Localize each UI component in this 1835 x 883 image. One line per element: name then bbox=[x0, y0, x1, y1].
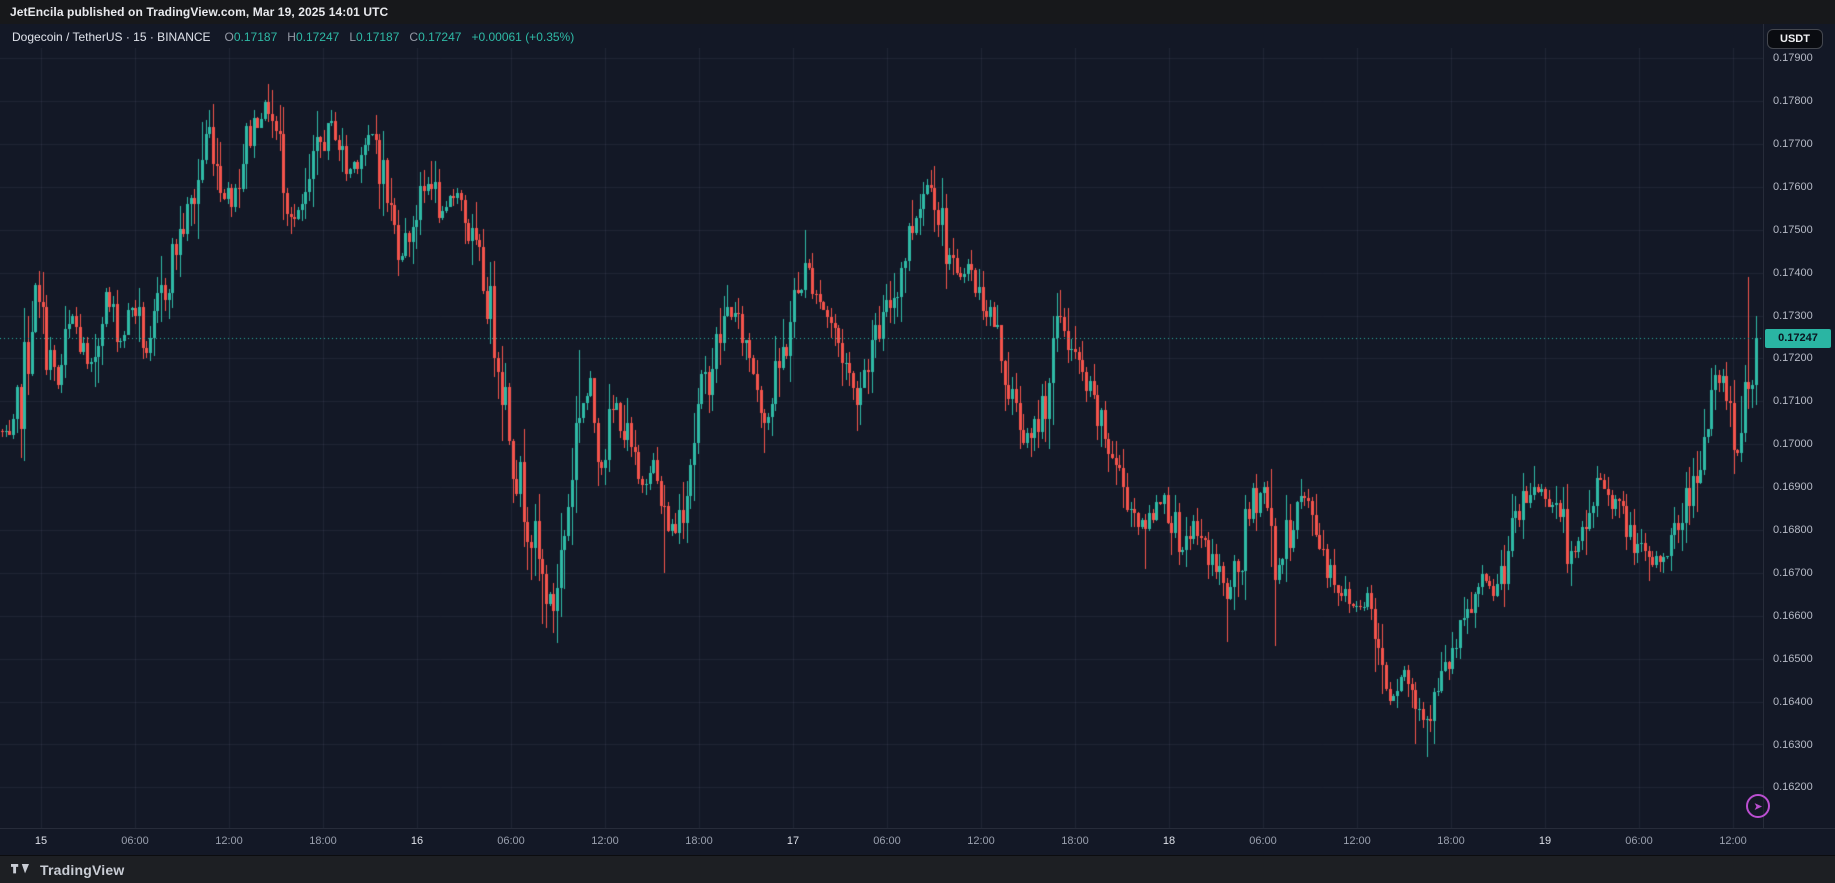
price-axis-label: 0.17900 bbox=[1773, 52, 1813, 65]
ohlc-values: O0.17187 H0.17247 L0.17187 C0.17247 bbox=[225, 30, 462, 44]
last-price-badge: 0.17247 bbox=[1765, 328, 1831, 348]
price-axis[interactable]: 0.17247 0.17900 0.17800 0.17700 0.17600 0.17… bbox=[1763, 24, 1835, 828]
price-axis-label: 0.17200 bbox=[1773, 352, 1813, 365]
time-axis-label: 12:00 bbox=[215, 835, 243, 847]
price-axis-label: 0.17700 bbox=[1773, 137, 1813, 150]
time-axis-label: 18 bbox=[1162, 835, 1176, 847]
price-axis-label: 0.16200 bbox=[1773, 781, 1813, 794]
go-to-realtime-icon[interactable]: ➤ bbox=[1746, 794, 1770, 818]
time-axis-label: 12:00 bbox=[1719, 835, 1747, 847]
price-axis-label: 0.16300 bbox=[1773, 738, 1813, 751]
time-axis-label: 15 bbox=[34, 835, 48, 847]
time-axis-label: 12:00 bbox=[967, 835, 995, 847]
symbol-title: Dogecoin / TetherUS · 15 · BINANCE bbox=[12, 30, 211, 44]
time-axis-label: 19 bbox=[1538, 835, 1552, 847]
ohlc-pair-l: L0.17187 bbox=[349, 30, 400, 44]
price-axis-label: 0.16500 bbox=[1773, 652, 1813, 665]
ohlc-pair-c: C0.17247 bbox=[409, 30, 462, 44]
footer-bar: TradingView bbox=[0, 855, 1835, 883]
price-axis-label: 0.16800 bbox=[1773, 524, 1813, 536]
candlestick-chart-canvas[interactable] bbox=[0, 48, 1763, 828]
currency-toggle-button[interactable]: USDT bbox=[1767, 29, 1823, 49]
change-value: +0.00061 (+0.35%) bbox=[471, 30, 575, 44]
price-axis-label: 0.16900 bbox=[1773, 481, 1813, 494]
time-axis-label: 06:00 bbox=[1249, 835, 1277, 847]
ohlc-pair-o: O0.17187 bbox=[224, 30, 278, 44]
attribution-text: JetEncila published on TradingView.com, … bbox=[10, 5, 389, 19]
time-axis-label: 06:00 bbox=[497, 835, 525, 847]
time-axis-label: 06:00 bbox=[873, 835, 901, 847]
price-axis-label: 0.17300 bbox=[1773, 309, 1813, 322]
time-axis-label: 18:00 bbox=[1061, 835, 1089, 847]
time-axis-label: 18:00 bbox=[685, 835, 713, 847]
price-axis-label: 0.17000 bbox=[1773, 438, 1813, 451]
price-axis-label: 0.17400 bbox=[1773, 266, 1813, 279]
time-axis-label: 06:00 bbox=[1625, 835, 1653, 847]
time-axis-label: 12:00 bbox=[1343, 835, 1371, 847]
brand-name: TradingView bbox=[40, 862, 125, 878]
time-axis[interactable]: 15 06:00 12:00 18:00 16 06:00 12:00 18:00 17 06:0… bbox=[0, 828, 1835, 856]
price-axis-label: 0.17600 bbox=[1773, 180, 1813, 193]
tradingview-brand[interactable]: TradingView bbox=[11, 862, 124, 878]
price-axis-label: 0.17500 bbox=[1773, 223, 1813, 236]
time-axis-label: 18:00 bbox=[309, 835, 337, 847]
price-axis-label: 0.16700 bbox=[1773, 566, 1813, 579]
time-axis-label: 06:00 bbox=[121, 835, 149, 847]
time-axis-label: 17 bbox=[786, 835, 800, 847]
time-axis-label: 12:00 bbox=[591, 835, 619, 847]
price-axis-label: 0.17100 bbox=[1773, 395, 1813, 408]
price-axis-label: 0.16600 bbox=[1773, 609, 1813, 622]
ohlc-pair-h: H0.17247 bbox=[287, 30, 340, 44]
time-axis-label: 16 bbox=[410, 835, 424, 847]
attribution-bar: JetEncila published on TradingView.com, … bbox=[0, 0, 1835, 24]
symbol-legend[interactable]: Dogecoin / TetherUS · 15 · BINANCE O0.17… bbox=[12, 29, 574, 45]
price-axis-label: 0.17800 bbox=[1773, 95, 1813, 107]
price-axis-label: 0.16400 bbox=[1773, 695, 1813, 708]
time-axis-label: 18:00 bbox=[1437, 835, 1465, 847]
tradingview-logo-icon bbox=[11, 863, 29, 873]
